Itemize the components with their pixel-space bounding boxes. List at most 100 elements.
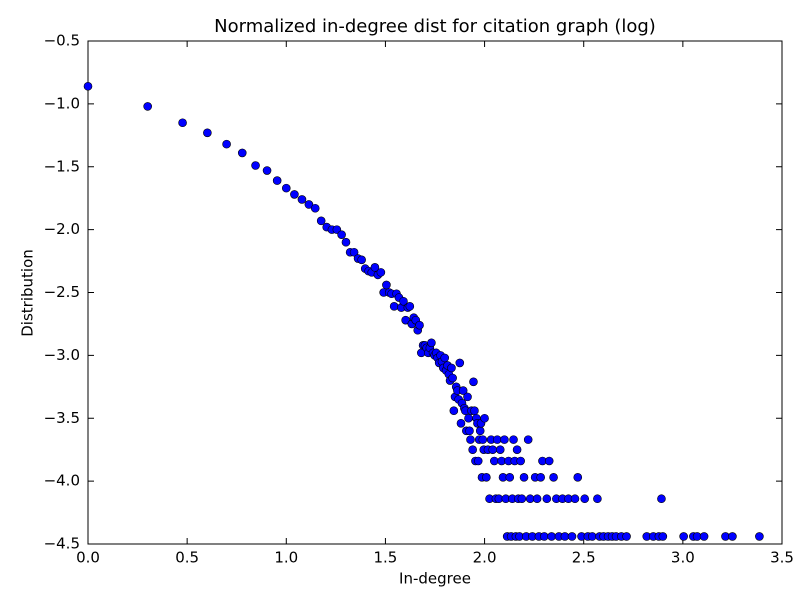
point xyxy=(473,456,483,466)
y-tick-label: −3.5 xyxy=(44,409,80,427)
chart-title: Normalized in-degree dist for citation g… xyxy=(214,16,656,37)
point xyxy=(480,413,489,423)
point xyxy=(281,183,291,193)
point xyxy=(290,190,299,199)
point xyxy=(580,494,590,504)
point xyxy=(657,494,666,504)
point xyxy=(237,148,247,158)
point xyxy=(505,473,515,482)
point xyxy=(516,456,525,466)
point xyxy=(517,494,527,504)
point xyxy=(475,426,485,436)
point xyxy=(415,320,424,330)
point xyxy=(357,255,366,265)
point xyxy=(458,386,468,395)
point xyxy=(593,494,602,504)
x-tick-label: 0.0 xyxy=(76,549,100,567)
x-tick-label: 3.5 xyxy=(770,549,794,567)
point xyxy=(468,445,477,454)
point xyxy=(699,532,709,541)
y-tick-label: −1.5 xyxy=(44,157,80,175)
x-tick-label: 2.5 xyxy=(572,549,596,567)
point xyxy=(549,473,558,482)
point xyxy=(560,532,570,541)
point xyxy=(203,128,212,138)
point xyxy=(389,302,399,311)
point xyxy=(455,358,465,368)
point xyxy=(482,473,491,482)
point xyxy=(349,247,359,257)
x-tick-label: 1.0 xyxy=(274,549,298,567)
y-tick-label: −4.0 xyxy=(44,472,80,490)
point xyxy=(622,532,631,541)
plot-frame xyxy=(87,40,783,545)
point xyxy=(539,532,549,541)
point xyxy=(470,406,479,416)
point xyxy=(466,435,475,444)
point xyxy=(222,139,231,149)
point xyxy=(542,494,552,504)
point xyxy=(448,373,457,383)
point xyxy=(272,176,282,185)
point xyxy=(465,426,474,436)
point xyxy=(178,118,187,128)
point xyxy=(500,435,509,444)
point xyxy=(463,392,472,402)
x-tick-label: 0.5 xyxy=(175,549,199,567)
point xyxy=(370,263,380,272)
point xyxy=(728,532,737,541)
point xyxy=(449,406,459,416)
point xyxy=(478,435,488,444)
point xyxy=(509,435,518,444)
point xyxy=(405,302,415,311)
y-tick-label: −3.0 xyxy=(44,346,80,364)
point xyxy=(341,237,351,247)
point xyxy=(401,315,410,325)
point xyxy=(547,532,556,541)
point xyxy=(679,532,688,541)
x-tick-label: 1.5 xyxy=(373,549,397,567)
point xyxy=(488,445,498,454)
point xyxy=(492,435,502,444)
point xyxy=(658,532,668,541)
point xyxy=(304,200,314,209)
y-tick-label: −2.5 xyxy=(44,283,80,301)
point xyxy=(310,203,320,213)
point xyxy=(382,280,391,290)
point xyxy=(143,102,152,111)
point xyxy=(587,532,597,541)
point xyxy=(464,413,473,423)
point xyxy=(297,195,307,204)
point xyxy=(532,494,542,504)
point xyxy=(495,445,505,454)
point xyxy=(536,473,545,482)
x-tick-label: 2.0 xyxy=(473,549,497,567)
point xyxy=(469,377,478,387)
point xyxy=(755,532,764,541)
point xyxy=(251,161,260,170)
y-tick-label: −0.5 xyxy=(44,32,80,50)
point xyxy=(570,494,580,504)
point xyxy=(447,363,456,373)
point xyxy=(456,418,466,428)
point xyxy=(399,297,408,306)
point xyxy=(512,445,522,454)
point xyxy=(567,532,577,541)
point xyxy=(262,166,272,175)
point xyxy=(523,435,533,444)
point xyxy=(337,230,346,239)
point xyxy=(573,473,583,482)
point xyxy=(427,338,436,348)
y-tick-label: −4.5 xyxy=(44,535,80,553)
x-axis-label: In-degree xyxy=(399,570,471,588)
point xyxy=(489,456,499,466)
point xyxy=(83,81,93,91)
y-tick-label: −1.0 xyxy=(44,94,80,112)
point xyxy=(440,353,450,363)
y-axis-label: Distribution xyxy=(19,249,37,337)
x-tick-label: 3.0 xyxy=(671,549,695,567)
point xyxy=(519,473,529,482)
point xyxy=(544,456,554,466)
point xyxy=(316,216,326,226)
